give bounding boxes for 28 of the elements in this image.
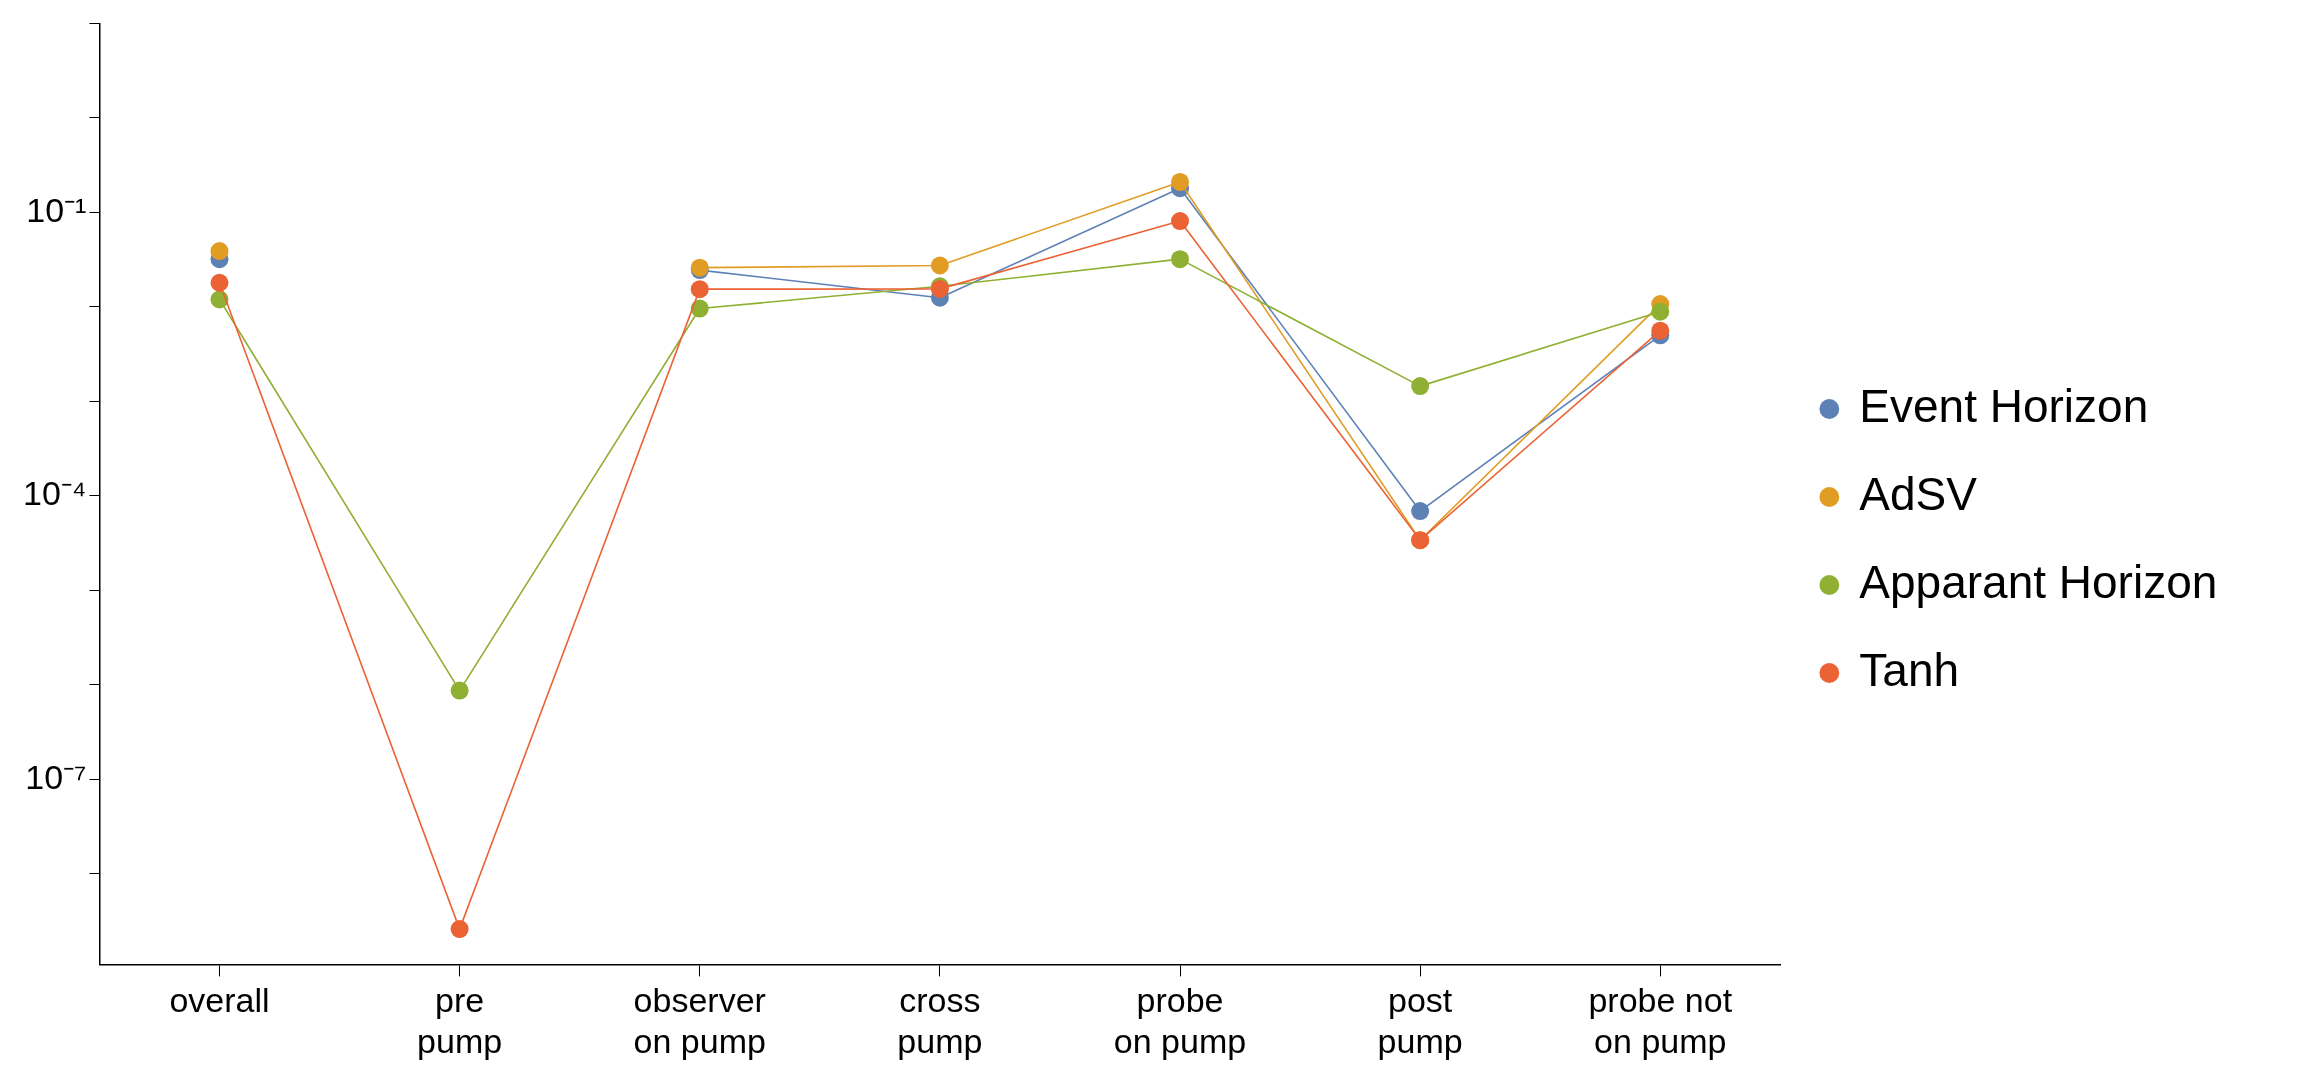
legend-label: Event Horizon bbox=[1859, 379, 2225, 432]
point bbox=[210, 242, 229, 261]
x-tick-label: pre pump bbox=[417, 981, 503, 1060]
legend-label: AdSV bbox=[1859, 467, 2054, 520]
point bbox=[1651, 321, 1670, 340]
point bbox=[690, 280, 709, 299]
point bbox=[1651, 302, 1670, 321]
legend-label: Apparant Horizon bbox=[1859, 555, 2295, 608]
x-tick-label: cross pump bbox=[897, 981, 983, 1060]
point bbox=[1171, 172, 1190, 191]
y-tick-label: 10⁻⁷ bbox=[25, 757, 87, 796]
point bbox=[690, 299, 709, 318]
y-tick-label: 10⁻¹ bbox=[26, 190, 87, 229]
point bbox=[1411, 502, 1430, 521]
x-tick-label: probe on pump bbox=[1113, 981, 1247, 1060]
x-tick-label: post pump bbox=[1377, 981, 1463, 1060]
legend-label: Tanh bbox=[1859, 643, 2036, 696]
x-tick-label: overall bbox=[169, 981, 270, 1020]
point bbox=[930, 256, 949, 275]
point bbox=[450, 681, 469, 700]
point bbox=[1171, 212, 1190, 231]
x-tick-label: probe not on pump bbox=[1588, 981, 1733, 1060]
point bbox=[210, 273, 229, 292]
x-tick-label: observer on pump bbox=[633, 981, 766, 1060]
point bbox=[1411, 377, 1430, 396]
point bbox=[450, 920, 469, 939]
y-tick-label: 10⁻⁴ bbox=[22, 474, 87, 513]
point bbox=[1171, 250, 1190, 269]
